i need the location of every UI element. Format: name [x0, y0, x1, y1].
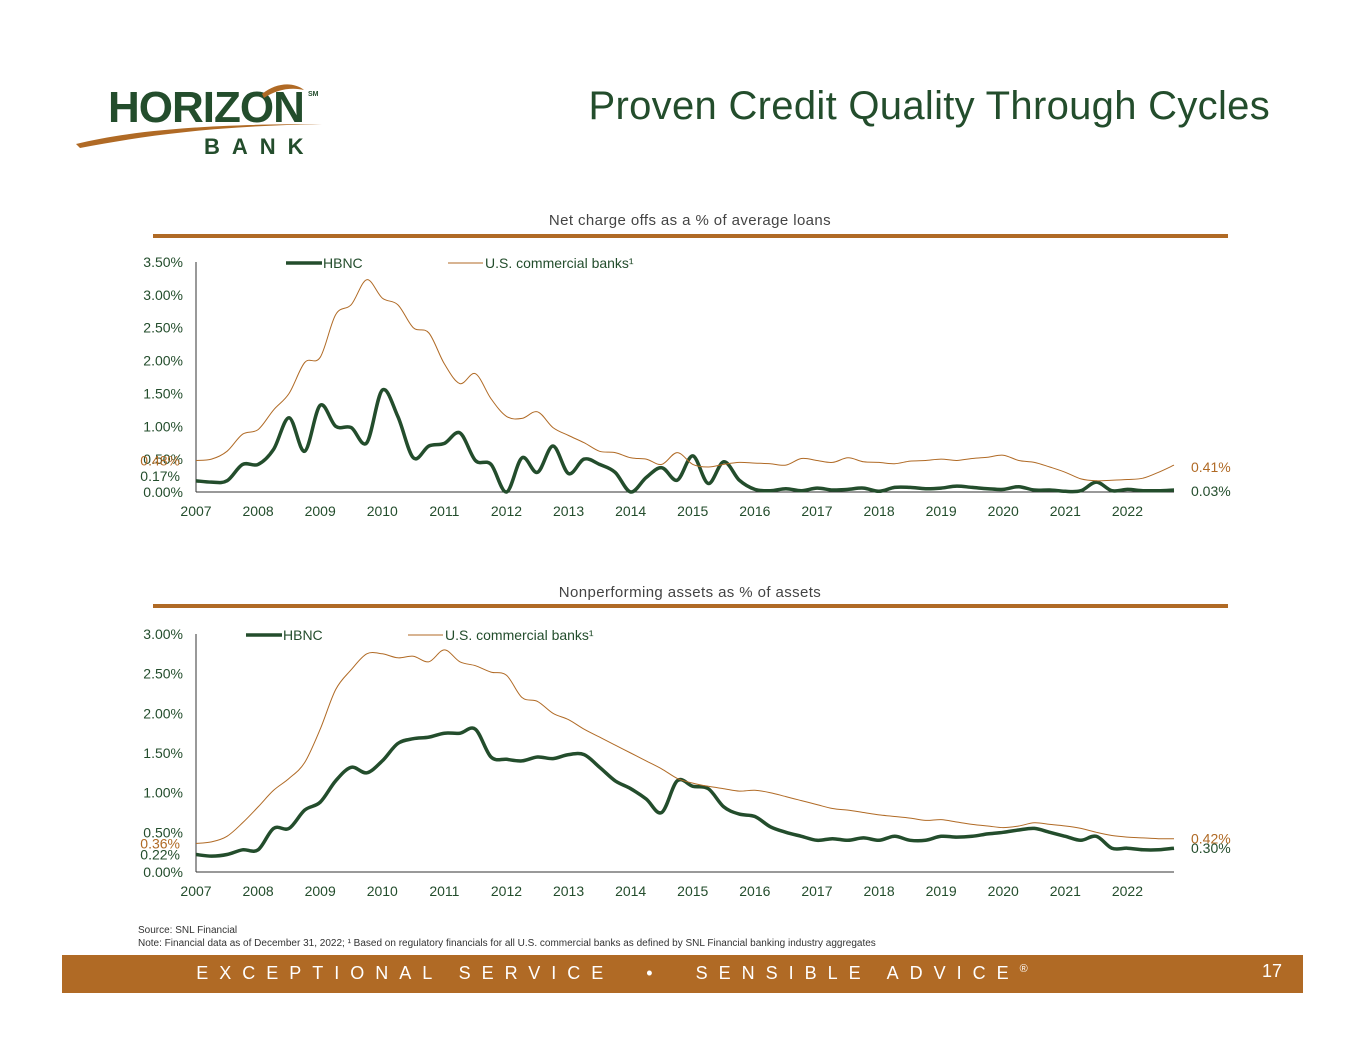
x-tick-label: 2007	[180, 503, 211, 519]
y-tick-label: 0.50%	[143, 451, 183, 467]
page-title: Proven Credit Quality Through Cycles	[588, 84, 1270, 128]
y-tick-label: 2.50%	[143, 666, 183, 682]
x-tick-label: 2013	[553, 503, 584, 519]
x-tick-label: 2017	[801, 883, 832, 899]
hbnc-end-label: 0.30%	[1191, 840, 1231, 856]
x-tick-label: 2007	[180, 883, 211, 899]
y-tick-label: 1.00%	[143, 418, 183, 434]
y-tick-label: 3.00%	[143, 626, 183, 642]
y-tick-label: 0.00%	[143, 864, 183, 880]
x-tick-label: 2014	[615, 503, 646, 519]
logo-swoosh	[76, 124, 322, 148]
x-tick-label: 2016	[739, 503, 770, 519]
data-note: Note: Financial data as of December 31, …	[138, 938, 876, 949]
us-banks-series-line	[195, 279, 1175, 482]
y-tick-label: 2.00%	[143, 353, 183, 369]
x-tick-label: 2012	[491, 503, 522, 519]
chart-title: Net charge offs as a % of average loans	[549, 212, 831, 229]
x-tick-label: 2013	[553, 883, 584, 899]
chart-title: Nonperforming assets as % of assets	[559, 584, 821, 601]
y-tick-label: 1.50%	[143, 385, 183, 401]
x-tick-label: 2010	[367, 883, 398, 899]
y-tick-label: 0.00%	[143, 484, 183, 500]
hbnc-end-label: 0.03%	[1191, 483, 1231, 499]
x-tick-label: 2010	[367, 503, 398, 519]
x-tick-label: 2022	[1112, 503, 1143, 519]
x-tick-label: 2009	[305, 883, 336, 899]
horizon-bank-logo: HORIZON SM BANK	[72, 78, 332, 164]
hbnc-series-line	[195, 387, 1175, 494]
net-charge-offs-chart-svg: Net charge offs as a % of average loans 0…	[140, 212, 1231, 519]
x-tick-label: 2021	[1050, 503, 1081, 519]
us-banks-start-label: 0.48%	[140, 452, 180, 468]
hbnc-start-label: 0.17%	[140, 468, 180, 484]
y-tick-label: 1.00%	[143, 785, 183, 801]
y-tick-label: 2.00%	[143, 705, 183, 721]
x-tick-label: 2020	[988, 883, 1019, 899]
hbnc-start-label: 0.22%	[140, 847, 180, 863]
footnotes: Source: SNL Financial Note: Financial da…	[138, 924, 876, 950]
x-tick-label: 2022	[1112, 883, 1143, 899]
nonperforming-assets-chart-svg: Nonperforming assets as % of assets 0.00%…	[140, 584, 1231, 899]
legend-hbnc-label: HBNC	[283, 627, 323, 643]
page-number: 17	[1262, 961, 1283, 981]
x-tick-label: 2012	[491, 883, 522, 899]
y-tick-label: 1.50%	[143, 745, 183, 761]
legend-us-banks-label: U.S. commercial banks¹	[445, 627, 594, 643]
y-tick-label: 0.50%	[143, 824, 183, 840]
us-banks-start-label: 0.36%	[140, 835, 180, 851]
logo-subtitle: BANK	[204, 134, 316, 159]
logo-service-mark: SM	[308, 91, 319, 98]
chart-title-rule	[153, 234, 1228, 238]
x-tick-label: 2019	[926, 883, 957, 899]
slogan-text: EXCEPTIONAL SERVICE • SENSIBLE ADVICE	[196, 963, 1020, 983]
x-tick-label: 2011	[429, 503, 459, 519]
nonperforming-assets-chart: Nonperforming assets as % of assets 0.00%…	[0, 572, 1365, 912]
y-tick-label: 3.00%	[143, 287, 183, 303]
x-tick-label: 2021	[1050, 883, 1081, 899]
footer-slogan: EXCEPTIONAL SERVICE • SENSIBLE ADVICE®	[62, 963, 1162, 984]
x-tick-label: 2017	[801, 503, 832, 519]
x-tick-label: 2015	[677, 883, 708, 899]
us-banks-end-label: 0.42%	[1191, 831, 1231, 847]
hbnc-series-line	[195, 726, 1175, 858]
net-charge-offs-chart: Net charge offs as a % of average loans 0…	[0, 200, 1365, 530]
legend-hbnc-label: HBNC	[323, 255, 363, 271]
y-tick-label: 3.50%	[143, 254, 183, 270]
registered-mark: ®	[1019, 963, 1028, 975]
x-tick-label: 2020	[988, 503, 1019, 519]
us-banks-series-line	[195, 649, 1175, 844]
x-tick-label: 2015	[677, 503, 708, 519]
legend-us-banks-label: U.S. commercial banks¹	[485, 255, 634, 271]
chart-title-rule	[153, 604, 1228, 608]
logo-arc	[262, 84, 304, 98]
us-banks-end-label: 0.41%	[1191, 459, 1231, 475]
x-tick-label: 2018	[863, 883, 894, 899]
x-tick-label: 2019	[926, 503, 957, 519]
x-tick-label: 2009	[305, 503, 336, 519]
x-tick-label: 2008	[243, 503, 274, 519]
x-tick-label: 2008	[243, 883, 274, 899]
x-tick-label: 2018	[863, 503, 894, 519]
footer-bar	[62, 955, 1303, 993]
source-note: Source: SNL Financial	[138, 925, 238, 936]
y-tick-label: 2.50%	[143, 320, 183, 336]
x-tick-label: 2014	[615, 883, 646, 899]
x-tick-label: 2016	[739, 883, 770, 899]
x-tick-label: 2011	[429, 883, 459, 899]
